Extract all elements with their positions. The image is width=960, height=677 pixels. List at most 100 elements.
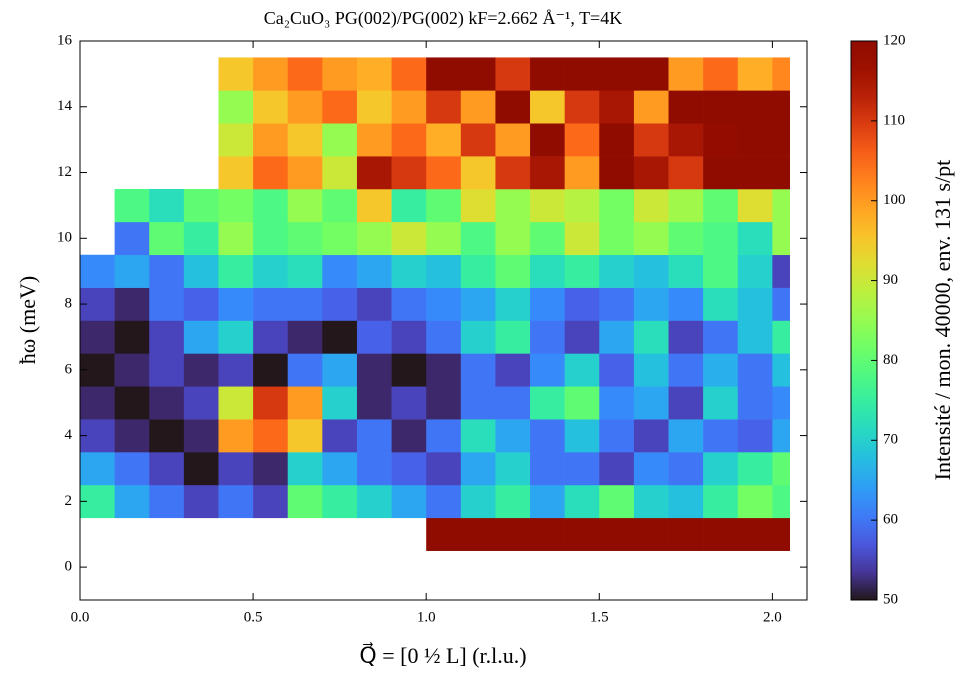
heatmap-cell — [426, 517, 462, 551]
heatmap-cell — [287, 188, 323, 223]
heatmap-cell — [391, 188, 427, 223]
plot-frame — [79, 40, 808, 601]
heatmap-cell — [737, 254, 773, 288]
heatmap-cell — [530, 123, 565, 157]
heatmap-cell — [668, 123, 704, 157]
heatmap-cell — [703, 254, 739, 288]
heatmap-cell — [668, 156, 704, 190]
heatmap-cell — [530, 517, 565, 551]
heatmap-cell — [633, 419, 669, 453]
heatmap-cell — [530, 221, 565, 256]
heatmap-cell — [737, 221, 773, 256]
heatmap-cell — [356, 57, 392, 91]
heatmap-cell — [703, 386, 739, 420]
heatmap-cell — [737, 123, 773, 157]
heatmap-cell — [356, 320, 392, 354]
heatmap-cell — [149, 221, 185, 256]
x-axis-label: Q⃗ = [0 ½ L] (r.l.u.) — [359, 642, 526, 668]
heatmap-cell — [322, 287, 358, 321]
heatmap-cell — [287, 484, 323, 519]
heatmap-cell — [564, 452, 600, 486]
heatmap-cell — [703, 320, 739, 354]
heatmap-cell — [703, 57, 739, 91]
heatmap-cell — [322, 320, 358, 354]
heatmap-cell — [633, 123, 669, 157]
heatmap-cell — [426, 287, 462, 321]
heatmap-cell — [737, 484, 773, 519]
heatmap-cell — [668, 517, 704, 551]
heatmap-cell — [495, 123, 531, 157]
heatmap-cell — [149, 452, 185, 486]
heatmap-cell — [737, 320, 773, 354]
heatmap-cell — [703, 353, 739, 387]
heatmap-cell — [564, 254, 600, 288]
heatmap-cell — [633, 484, 669, 519]
heatmap-cell — [460, 254, 496, 288]
heatmap-cell — [322, 254, 358, 288]
heatmap-cell — [564, 484, 600, 519]
colorbar-tick-label: 100 — [883, 192, 906, 208]
heatmap-cell — [495, 156, 531, 190]
heatmap-cell — [356, 287, 392, 321]
heatmap — [80, 57, 790, 551]
heatmap-cell — [426, 156, 462, 190]
heatmap-cell — [737, 287, 773, 321]
heatmap-cell — [530, 90, 565, 124]
heatmap-cell — [530, 254, 565, 288]
heatmap-cell — [599, 57, 635, 91]
heatmap-cell — [564, 156, 600, 190]
heatmap-cell — [772, 484, 790, 519]
heatmap-cell — [287, 320, 323, 354]
heatmap-cell — [460, 419, 496, 453]
heatmap-cell — [599, 517, 635, 551]
heatmap-cell — [391, 221, 427, 256]
heatmap-cell — [772, 123, 790, 157]
heatmap-cell — [183, 254, 219, 288]
heatmap-cell — [530, 188, 565, 223]
heatmap-cell — [633, 221, 669, 256]
heatmap-cell — [391, 419, 427, 453]
heatmap-cell — [495, 419, 531, 453]
heatmap-cell — [114, 287, 150, 321]
heatmap-cell — [322, 221, 358, 256]
heatmap-cell — [114, 386, 150, 420]
heatmap-cell — [633, 90, 669, 124]
heatmap-cell — [426, 90, 462, 124]
heatmap-cell — [564, 90, 600, 124]
heatmap-cell — [253, 123, 289, 157]
heatmap-cell — [80, 320, 115, 354]
heatmap-cell — [287, 90, 323, 124]
y-tick-label: 16 — [57, 32, 73, 48]
heatmap-cell — [633, 353, 669, 387]
heatmap-cell — [564, 419, 600, 453]
heatmap-cell — [253, 57, 289, 91]
heatmap-cell — [772, 419, 790, 453]
heatmap-cell — [703, 123, 739, 157]
heatmap-cell — [703, 419, 739, 453]
heatmap-cell — [460, 221, 496, 256]
heatmap-cell — [287, 419, 323, 453]
heatmap-cell — [356, 221, 392, 256]
heatmap-cell — [356, 188, 392, 223]
heatmap-cell — [149, 419, 185, 453]
heatmap-cell — [391, 57, 427, 91]
heatmap-cell — [460, 320, 496, 354]
heatmap-cell — [495, 517, 531, 551]
heatmap-cell — [253, 221, 289, 256]
heatmap-cell — [114, 221, 150, 256]
heatmap-cell — [772, 188, 790, 223]
heatmap-cell — [253, 90, 289, 124]
heatmap-cell — [322, 156, 358, 190]
heatmap-cell — [460, 57, 496, 91]
heatmap-cell — [218, 156, 254, 190]
heatmap-cell — [426, 254, 462, 288]
heatmap-cell — [218, 287, 254, 321]
heatmap-cell — [287, 221, 323, 256]
heatmap-cell — [772, 90, 790, 124]
y-tick-label: 8 — [65, 295, 73, 311]
heatmap-cell — [80, 386, 115, 420]
heatmap-cell — [668, 386, 704, 420]
heatmap-cell — [356, 386, 392, 420]
heatmap-cell — [426, 221, 462, 256]
heatmap-cell — [322, 484, 358, 519]
